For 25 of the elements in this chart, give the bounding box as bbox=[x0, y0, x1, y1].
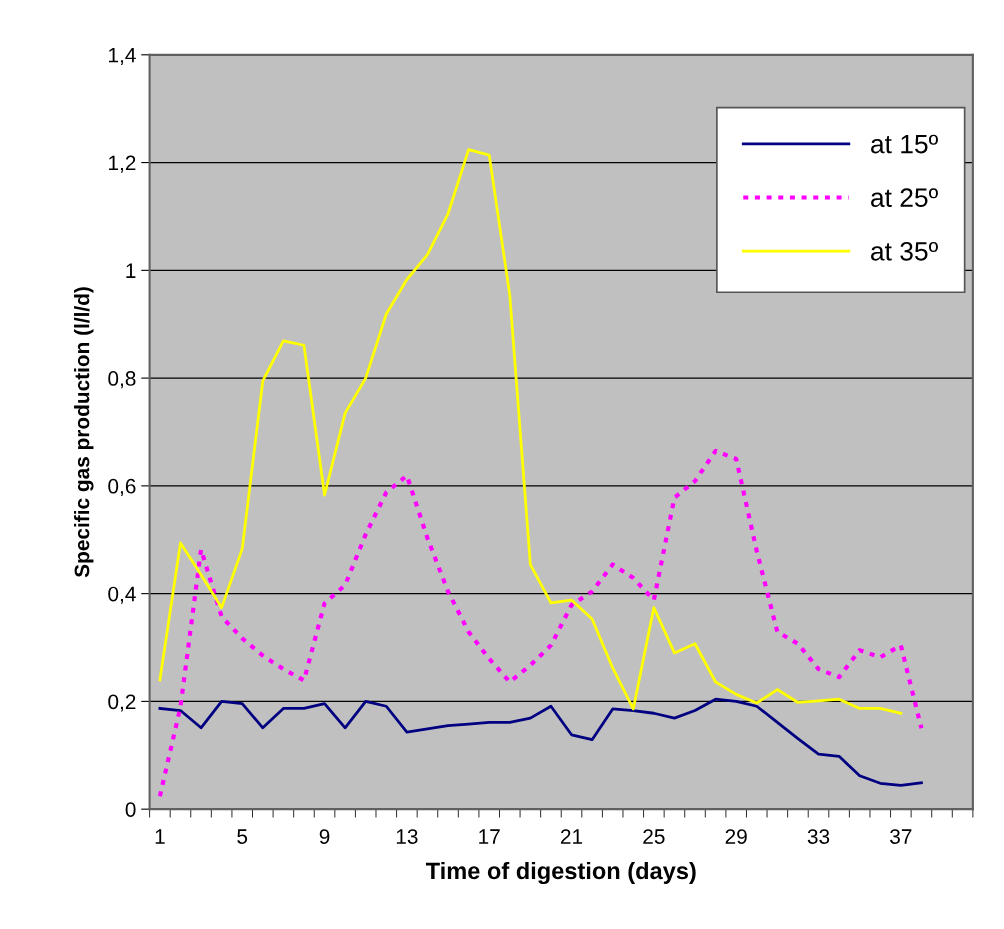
y-tick-label: 1 bbox=[126, 263, 136, 278]
line-series bbox=[157, 448, 924, 799]
x-tick-label: 33 bbox=[807, 829, 830, 844]
x-tick-label: 17 bbox=[479, 829, 500, 844]
x-tick-label: 21 bbox=[560, 829, 583, 844]
y-tick-label: 1,2 bbox=[109, 155, 136, 173]
y-tick-label: 0 bbox=[125, 802, 136, 817]
y-tick-label: 0,4 bbox=[108, 586, 136, 604]
x-tick-label: 9 bbox=[319, 829, 330, 844]
x-tick-label: 1 bbox=[155, 829, 165, 844]
y-tick-label: 0,6 bbox=[108, 478, 136, 497]
y-tick-label: 1,4 bbox=[109, 48, 136, 66]
x-tick-label: 13 bbox=[396, 829, 418, 844]
x-tick-label: 25 bbox=[643, 829, 665, 844]
line-series bbox=[158, 697, 923, 787]
legend-label: at 15º bbox=[871, 134, 938, 154]
legend-label: at 35º bbox=[871, 241, 938, 261]
x-tick-label: 37 bbox=[890, 829, 912, 844]
legend-label: at 25º bbox=[871, 188, 938, 208]
y-axis-title: Specific gas production (l/l/d) bbox=[74, 287, 94, 578]
x-tick-label: 29 bbox=[725, 829, 747, 844]
y-tick-label: 0,8 bbox=[108, 371, 136, 389]
x-axis-title: Time of digestion (days) bbox=[425, 861, 696, 885]
x-tick-label: 5 bbox=[237, 829, 248, 844]
y-tick-label: 0,2 bbox=[108, 694, 136, 712]
